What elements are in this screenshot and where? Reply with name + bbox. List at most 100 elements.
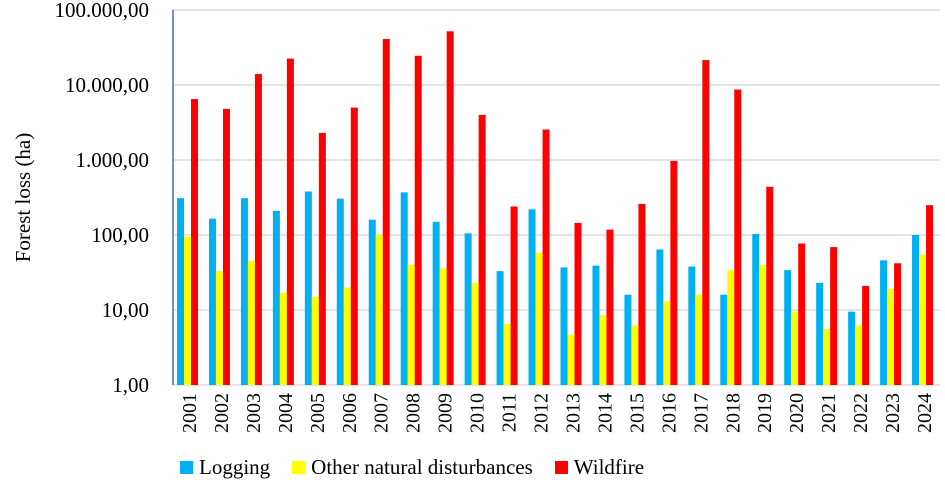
y-tick-label: 1,00 [112, 373, 149, 397]
x-tick-label: 2004 [275, 393, 297, 433]
bar-other-natural-disturbances [599, 315, 607, 385]
x-tick-label: 2001 [179, 393, 201, 433]
bar-wildfire [862, 285, 870, 385]
legend-swatch-logging [180, 461, 193, 474]
bar-wildfire [574, 222, 582, 385]
bar-logging [240, 198, 248, 385]
bar-other-natural-disturbances [535, 252, 543, 385]
bar-other-natural-disturbances [471, 282, 479, 385]
bar-logging [592, 265, 600, 385]
x-tick-label: 2018 [722, 393, 744, 433]
x-tick-label: 2012 [531, 393, 553, 433]
y-tick-label: 10,00 [102, 298, 149, 322]
legend-label: Logging [199, 455, 271, 479]
legend-label: Wildfire [573, 455, 645, 479]
bar-logging [496, 271, 504, 385]
x-tick-label: 2009 [435, 393, 457, 433]
x-tick-label: 2014 [594, 393, 616, 433]
bar-other-natural-disturbances [759, 264, 767, 385]
bar-other-natural-disturbances [919, 254, 927, 385]
bar-other-natural-disturbances [823, 328, 831, 385]
bar-wildfire [222, 108, 230, 385]
bar-logging [816, 282, 824, 385]
x-tick-label: 2010 [467, 393, 489, 433]
x-tick-label: 2022 [850, 393, 872, 433]
bar-wildfire [766, 186, 774, 385]
bar-wildfire [382, 39, 390, 386]
x-tick-label: 2017 [690, 393, 712, 433]
bar-wildfire [510, 206, 518, 385]
bar-logging [528, 209, 536, 385]
legend-item-other: Other natural disturbances [292, 455, 533, 480]
x-tick-label: 2013 [562, 393, 584, 433]
bar-other-natural-disturbances [887, 289, 895, 385]
bar-logging [560, 267, 568, 385]
x-tick-label: 2021 [818, 393, 840, 433]
bar-logging [177, 198, 184, 385]
bar-logging [304, 191, 312, 385]
x-tick-label: 2005 [307, 393, 329, 433]
bar-wildfire [734, 89, 742, 385]
y-tick-label: 10.000,00 [65, 73, 149, 97]
legend: Logging Other natural disturbances Wildf… [180, 455, 644, 480]
bar-wildfire [894, 263, 902, 385]
bar-wildfire [446, 31, 454, 386]
bar-wildfire [286, 58, 294, 386]
y-axis-label: Forest loss (ha) [11, 133, 35, 263]
bar-other-natural-disturbances [247, 261, 255, 385]
bar-other-natural-disturbances [663, 301, 671, 385]
x-tick-label: 2011 [499, 393, 521, 432]
bar-other-natural-disturbances [343, 287, 351, 385]
x-tick-label: 2003 [243, 393, 265, 433]
legend-item-logging: Logging [180, 455, 270, 480]
bar-wildfire [414, 55, 422, 386]
x-tick-label: 2006 [339, 393, 361, 433]
y-tick-label: 1.000,00 [76, 148, 150, 172]
bar-other-natural-disturbances [439, 268, 447, 385]
bar-logging [720, 294, 728, 385]
bar-other-natural-disturbances [791, 311, 799, 385]
y-tick-label: 100.000,00 [55, 0, 150, 22]
bar-other-natural-disturbances [407, 264, 415, 385]
bar-logging [208, 218, 216, 385]
bar-logging [432, 221, 440, 385]
bar-logging [272, 210, 280, 385]
bar-wildfire [318, 132, 326, 385]
bar-logging [848, 311, 856, 385]
x-tick-label: 2016 [658, 393, 680, 433]
bar-wildfire [542, 129, 550, 385]
bar-wildfire [254, 74, 262, 385]
bar-wildfire [798, 243, 806, 385]
bar-wildfire [478, 114, 486, 386]
y-tick-label: 100,00 [91, 223, 149, 247]
bar-wildfire [926, 205, 934, 385]
bar-other-natural-disturbances [631, 325, 639, 385]
bar-wildfire [670, 160, 678, 385]
bar-other-natural-disturbances [375, 235, 383, 385]
bar-logging [624, 294, 632, 385]
legend-swatch-wildfire [554, 461, 568, 474]
bar-wildfire [350, 107, 358, 386]
bar-wildfire [830, 247, 838, 385]
bar-logging [880, 260, 888, 385]
bar-logging [400, 192, 408, 385]
bar-logging [656, 249, 664, 385]
bar-wildfire [606, 229, 614, 385]
bar-other-natural-disturbances [727, 270, 735, 385]
bar-wildfire [638, 203, 646, 385]
bar-logging [336, 198, 344, 385]
bar-other-natural-disturbances [567, 334, 575, 385]
bar-logging [464, 233, 472, 385]
bar-logging [912, 235, 920, 385]
legend-item-wildfire: Wildfire [554, 455, 645, 480]
bar-other-natural-disturbances [184, 236, 191, 385]
bar-wildfire [191, 99, 198, 386]
x-tick-label: 2023 [882, 393, 904, 433]
x-tick-label: 2019 [754, 393, 776, 433]
bar-other-natural-disturbances [279, 292, 287, 385]
legend-label: Other natural disturbances [311, 455, 533, 479]
legend-swatch-other [292, 461, 306, 474]
bar-logging [688, 266, 696, 385]
bar-logging [752, 234, 760, 385]
